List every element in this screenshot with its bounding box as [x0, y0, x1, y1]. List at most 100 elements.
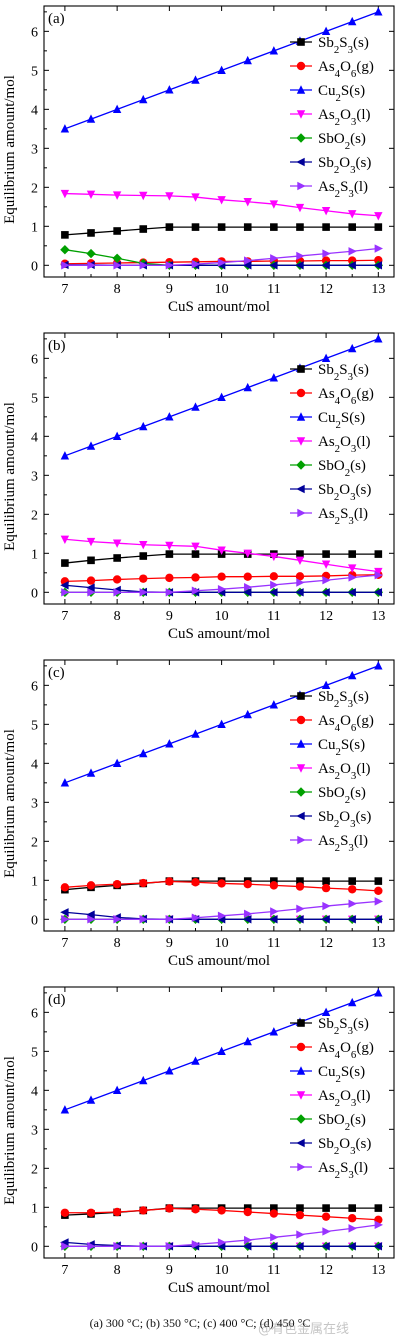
panel-label: (a): [48, 11, 65, 27]
y-tick-label: 0: [31, 259, 38, 274]
data-point: [348, 1204, 357, 1212]
data-point: [269, 373, 279, 382]
data-point: [243, 223, 252, 231]
data-point: [86, 1095, 96, 1104]
plot-frame: [43, 332, 395, 605]
legend-marker: [296, 484, 305, 494]
data-point: [86, 190, 96, 200]
legend: Sb2S3(s) As4O6(g) Cu2S(s) As2O3(l) SbO2(s) Sb…: [290, 362, 374, 527]
data-point: [269, 261, 278, 270]
legend-entry: SbO2(s): [318, 1112, 366, 1133]
data-point: [374, 988, 383, 997]
data-point: [374, 550, 383, 558]
y-axis-label: Equilibrium amount/mol: [2, 729, 18, 878]
y-tick-label: 3: [31, 1123, 38, 1138]
data-point: [321, 26, 331, 36]
data-point: [139, 261, 148, 270]
data-point: [165, 550, 174, 558]
y-tick-label: 1: [31, 874, 38, 889]
x-tick-label: 8: [114, 936, 121, 951]
y-axis-label: Equilibrium amount/mol: [2, 402, 18, 551]
data-point: [243, 709, 252, 719]
data-point: [165, 192, 174, 201]
data-point: [348, 877, 357, 885]
data-point: [61, 559, 69, 567]
y-tick-label: 6: [31, 352, 38, 367]
y-tick-label: 4: [31, 430, 38, 445]
data-point: [191, 1205, 200, 1214]
data-point: [60, 451, 70, 460]
data-point: [373, 588, 383, 597]
data-point: [295, 1242, 304, 1251]
legend: Sb2S3(s) As4O6(g) Cu2S(s) As2O3(l) SbO2(s) Sb…: [290, 1016, 374, 1181]
data-point: [347, 588, 356, 597]
data-point: [269, 1027, 279, 1036]
data-point: [269, 881, 279, 890]
data-point: [87, 915, 96, 924]
legend-entry: As2S3(l): [318, 833, 368, 854]
series-6: [61, 570, 384, 597]
y-axis-label: Equilibrium amount/mol: [2, 1056, 18, 1205]
data-point: [296, 578, 305, 587]
panel-label: (d): [48, 992, 66, 1008]
legend-entry: Cu2S(s): [318, 83, 365, 104]
data-point: [139, 748, 148, 758]
data-point: [270, 877, 278, 885]
data-point: [348, 223, 357, 231]
legend-marker: [296, 412, 306, 421]
data-point: [347, 915, 356, 924]
series-0: [61, 223, 383, 239]
data-point: [60, 581, 69, 590]
legend-entry: Cu2S(s): [318, 410, 365, 431]
data-point: [191, 878, 200, 887]
data-point: [191, 913, 201, 922]
legend-entry: As4O6(g): [318, 1040, 374, 1061]
data-point: [60, 1105, 70, 1114]
data-point: [86, 1208, 96, 1217]
x-tick-label: 11: [267, 936, 280, 951]
legend-entry: Sb2S3(s): [318, 689, 369, 710]
legend-marker: [296, 764, 306, 773]
data-point: [374, 570, 384, 580]
data-point: [295, 572, 305, 581]
data-point: [243, 261, 252, 270]
data-point: [321, 560, 331, 569]
series-6: [61, 897, 384, 924]
data-point: [296, 877, 304, 885]
data-point: [217, 879, 226, 888]
data-point: [217, 911, 227, 920]
data-point: [191, 193, 200, 202]
data-point: [60, 1238, 69, 1247]
data-point: [139, 588, 148, 597]
data-point: [61, 1242, 70, 1251]
data-point: [348, 1214, 357, 1223]
data-point: [61, 231, 69, 239]
legend-entry: As4O6(g): [318, 59, 374, 80]
legend-marker: [296, 61, 306, 71]
panel-label: (c): [48, 665, 65, 681]
data-point: [322, 576, 331, 585]
x-tick-label: 13: [371, 282, 385, 297]
data-point: [321, 680, 331, 690]
data-point: [295, 915, 304, 924]
legend-marker: [296, 1114, 306, 1124]
data-point: [113, 554, 121, 562]
legend: Sb2S3(s) As4O6(g) Cu2S(s) As2O3(l) SbO2(s) Sb…: [290, 35, 374, 200]
data-point: [191, 1240, 201, 1249]
legend-marker: [296, 1066, 306, 1075]
data-point: [348, 1224, 357, 1233]
data-point: [243, 880, 252, 889]
data-point: [165, 739, 174, 748]
data-point: [322, 1204, 330, 1212]
series-6: [61, 244, 384, 270]
y-axis-label: Equilibrium amount/mol: [2, 75, 18, 224]
data-point: [60, 245, 70, 255]
data-point: [373, 261, 383, 270]
data-point: [374, 223, 383, 231]
y-tick-label: 4: [31, 757, 38, 772]
y-tick-label: 6: [31, 1006, 38, 1021]
data-point: [296, 251, 305, 261]
